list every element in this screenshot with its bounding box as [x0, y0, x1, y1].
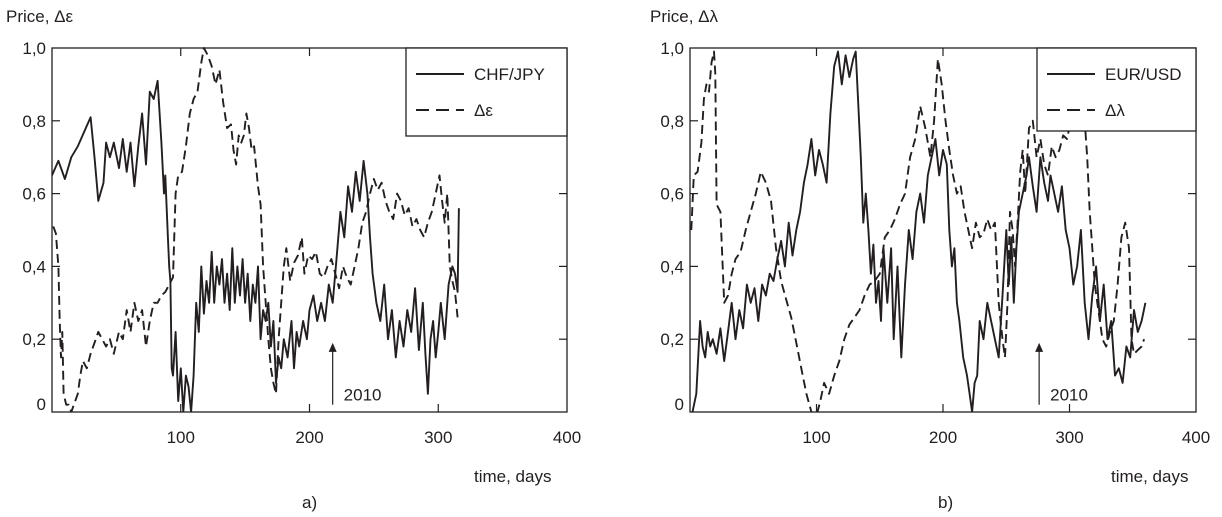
legend: CHF/JPY Δε: [405, 47, 568, 137]
legend-label: EUR/USD: [1105, 65, 1182, 84]
y-tick-label: 0: [675, 395, 684, 414]
annotation-arrowhead: [328, 342, 337, 352]
series-line-delta: [52, 47, 459, 412]
panel-label: b): [938, 493, 953, 512]
x-axis-label: time, days: [474, 467, 551, 486]
annotation-arrowhead: [1035, 342, 1044, 352]
chart-panel-a: 0 0,2 0,4 0,6 0,8 1,0 100 200 300 400 Price, Δε tim…: [6, 7, 581, 512]
x-tick-label: 400: [1182, 428, 1210, 447]
series-line-price: [691, 50, 1147, 412]
y-tick-label: 0,6: [660, 185, 684, 204]
legend-box: [1036, 47, 1197, 132]
panel-label: a): [302, 493, 317, 512]
y-axis-label: Price, Δε: [6, 7, 74, 26]
y-tick-label: 0,4: [22, 257, 46, 276]
legend-box: [405, 47, 568, 137]
y-tick-label: 1,0: [22, 39, 46, 58]
series-line-price: [52, 79, 460, 412]
annotation-label: 2010: [344, 386, 382, 405]
x-tick-label: 200: [295, 428, 323, 447]
y-tick-label: 0,4: [660, 257, 684, 276]
y-tick-label: 1,0: [660, 39, 684, 58]
x-tick-label: 300: [424, 428, 452, 447]
x-tick-label: 100: [167, 428, 195, 447]
chart-panel-b: 0 0,2 0,4 0,6 0,8 1,0 100 200 300 400 Price, Δλ tim…: [650, 7, 1210, 512]
y-axis-label: Price, Δλ: [650, 7, 719, 26]
y-tick-label: 0: [37, 395, 46, 414]
legend-label: Δε: [474, 101, 493, 120]
x-tick-label: 400: [553, 428, 581, 447]
y-tick-label: 0,2: [660, 330, 684, 349]
y-tick-label: 0,8: [22, 112, 46, 131]
legend: EUR/USD Δλ: [1036, 47, 1197, 132]
x-tick-label: 200: [929, 428, 957, 447]
y-tick-label: 0,2: [22, 330, 46, 349]
legend-label: CHF/JPY: [474, 65, 545, 84]
annotation-label: 2010: [1050, 386, 1088, 405]
x-tick-label: 300: [1055, 428, 1083, 447]
x-axis-label: time, days: [1111, 467, 1188, 486]
x-tick-label: 100: [802, 428, 830, 447]
legend-label: Δλ: [1105, 101, 1125, 120]
y-tick-label: 0,8: [660, 112, 684, 131]
y-tick-label: 0,6: [22, 185, 46, 204]
